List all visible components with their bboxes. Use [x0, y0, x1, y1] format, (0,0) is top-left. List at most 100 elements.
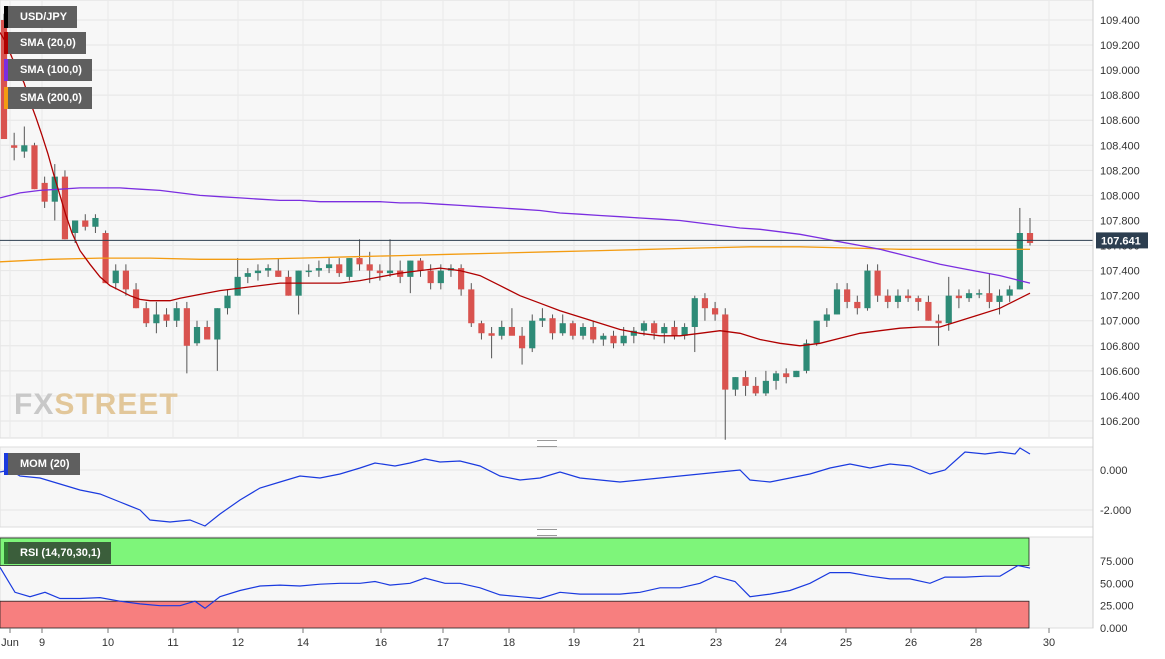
time-tick-label: 25	[840, 637, 852, 649]
candle-body	[579, 326, 587, 336]
candle-body	[630, 330, 637, 336]
candle-body	[132, 289, 140, 309]
candle-body	[823, 314, 830, 321]
candle-body	[691, 298, 698, 327]
candle-body	[844, 289, 851, 302]
candle-body	[336, 264, 343, 274]
candle-body	[82, 220, 89, 227]
candle-body	[1006, 289, 1013, 296]
candle-body	[701, 298, 709, 309]
time-tick-label: 30	[1043, 637, 1055, 649]
time-tick-label: 16	[375, 637, 387, 649]
candle-body	[356, 258, 363, 265]
sma200-text: SMA (200,0)	[20, 92, 82, 104]
candle-body	[468, 289, 475, 324]
price-tick-label: 107.000	[1100, 316, 1140, 328]
candle-body	[996, 295, 1003, 302]
price-tick-label: 107.800	[1100, 215, 1140, 227]
rsi-line	[0, 564, 1031, 610]
time-tick-label: 17	[437, 637, 449, 649]
price-tick-label: 107.400	[1100, 266, 1140, 278]
price-tick-label: 109.200	[1100, 40, 1140, 52]
candle-body	[955, 295, 962, 299]
candle-body	[488, 333, 495, 336]
candle-body	[854, 301, 861, 309]
time-tick-label: 26	[905, 637, 917, 649]
candle-body	[722, 314, 729, 390]
candle-body	[620, 335, 627, 344]
time-tick-label: 21	[633, 637, 645, 649]
pane-resize-handle-2[interactable]	[537, 529, 557, 536]
candle-body	[0, 20, 8, 140]
candle-body	[41, 182, 48, 202]
price-tick-label: 106.400	[1100, 391, 1140, 403]
candle-body	[813, 320, 820, 344]
candle-body	[742, 377, 749, 386]
price-tick-label: 107.200	[1100, 291, 1140, 303]
candle-body	[925, 301, 932, 321]
pane-resize-handle-1[interactable]	[537, 440, 557, 447]
last-price-value: 107.641	[1101, 235, 1141, 247]
rsi-label[interactable]: RSI (14,70,30,1)	[4, 542, 111, 564]
price-tick-label: 108.200	[1100, 165, 1140, 177]
candle-body	[945, 295, 952, 324]
candle-body	[72, 220, 79, 234]
candle-body	[803, 343, 810, 371]
rsi-tick-label: 25.000	[1100, 601, 1134, 613]
candle-body	[518, 335, 526, 349]
candle-body	[498, 326, 505, 336]
candle-body	[386, 270, 394, 274]
price-tick-label: 106.800	[1100, 341, 1140, 353]
candle-body	[346, 258, 353, 277]
time-tick-label: 11	[167, 637, 178, 649]
momentum-label[interactable]: MOM (20)	[4, 453, 80, 475]
time-tick-label: 12	[232, 637, 244, 649]
symbol-label[interactable]: USD/JPY	[4, 6, 78, 28]
candle-body	[864, 270, 871, 309]
candle-body	[915, 298, 922, 302]
price-tick-label: 109.000	[1100, 65, 1140, 77]
candle-body	[1016, 233, 1023, 290]
candle-body	[325, 264, 333, 269]
candle-body	[904, 295, 912, 299]
candle-body	[833, 289, 841, 315]
candle-body	[437, 270, 444, 284]
candle-body	[661, 326, 668, 334]
candle-body	[671, 326, 678, 336]
candle-body	[640, 323, 648, 331]
candle-body	[61, 176, 69, 240]
candle-body	[427, 270, 434, 284]
candle-body	[163, 314, 170, 321]
candle-body	[976, 293, 983, 295]
momentum-line	[0, 447, 1031, 527]
sma100-label[interactable]: SMA (100,0)	[4, 59, 92, 81]
sma20-line	[0, 32, 1031, 347]
candle-body	[204, 326, 211, 340]
candle-body	[112, 270, 119, 284]
candle-body	[1026, 233, 1034, 244]
candle-body	[376, 270, 383, 274]
candle-body	[275, 270, 282, 277]
candle-body	[986, 293, 993, 302]
candle-body	[752, 385, 759, 394]
candle-body	[244, 273, 251, 277]
price-tick-label: 106.200	[1100, 416, 1140, 428]
candle-body	[569, 323, 576, 336]
price-tick-label: 108.000	[1100, 190, 1140, 202]
fxstreet-watermark-logo: FXSTREET	[14, 388, 179, 421]
candle-body	[21, 145, 28, 152]
price-tick-label: 109.400	[1100, 15, 1140, 27]
candle-body	[315, 268, 323, 271]
time-tick-label: 9	[39, 637, 45, 649]
sma100-text: SMA (100,0)	[20, 64, 82, 76]
sma200-label[interactable]: SMA (200,0)	[4, 87, 92, 109]
momentum-text: MOM (20)	[20, 458, 70, 470]
candle-body	[254, 270, 262, 274]
last-price-badge	[1096, 232, 1148, 249]
sma20-label[interactable]: SMA (20,0)	[4, 32, 86, 54]
time-tick-label: Jun	[1, 637, 19, 649]
momentum-pane-bg	[0, 446, 1094, 528]
candle-body	[711, 308, 719, 315]
candle-body	[651, 323, 658, 334]
